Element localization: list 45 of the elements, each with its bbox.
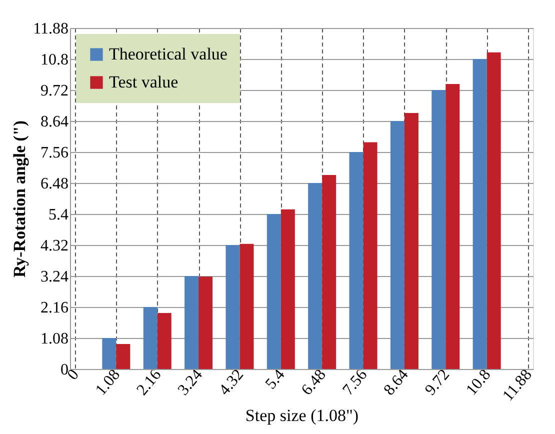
y-tick-label: 9.72	[40, 82, 68, 100]
y-tick-label: 6.48	[40, 176, 68, 192]
bar	[157, 313, 172, 369]
bar	[322, 174, 336, 369]
x-axis-title: Step size (1.08")	[245, 406, 359, 425]
bar	[404, 112, 418, 369]
bar	[226, 245, 240, 369]
x-tick-label: 1.08	[92, 366, 124, 399]
x-tick-label: 8.64	[380, 366, 412, 399]
bar	[116, 344, 130, 369]
bar	[102, 338, 116, 369]
y-tick-label: 2.16	[40, 300, 68, 316]
x-tick-label: 9.72	[422, 366, 454, 399]
y-tick-label: 7.56	[40, 144, 68, 162]
bar	[446, 84, 460, 369]
y-tick-label: 8.64	[40, 114, 68, 130]
y-tick-label: 11.88	[33, 20, 68, 38]
y-axis-title: Ry-Rotation angle (")	[10, 120, 30, 278]
bar	[198, 276, 213, 369]
x-tick-label: 7.56	[340, 366, 371, 399]
x-tick-label: 6.48	[298, 366, 330, 399]
bar	[280, 209, 295, 369]
x-tick-label: 3.24	[174, 366, 206, 399]
y-tick-label: 1.08	[40, 330, 68, 348]
bar	[390, 121, 404, 369]
bar	[472, 59, 487, 369]
bar	[184, 276, 199, 369]
y-tick-label: 4.32	[40, 238, 68, 254]
bar	[432, 90, 446, 369]
y-tick-label: 10.8	[40, 52, 68, 68]
bar	[240, 244, 254, 369]
bar	[143, 307, 158, 369]
y-tick-label: 3.24	[40, 268, 68, 286]
y-tick-label: 5.4	[48, 206, 68, 224]
legend-label: Test value	[109, 72, 178, 92]
bar	[486, 52, 501, 369]
x-tick-label: 2.16	[134, 366, 165, 399]
bar	[308, 183, 322, 369]
x-tick-label: 5.4	[262, 366, 288, 393]
bar	[349, 152, 364, 369]
bar	[266, 214, 281, 369]
x-tick-label: 4.32	[216, 366, 248, 399]
bar	[363, 142, 378, 369]
legend-label: Theoretical value	[109, 44, 228, 64]
x-tick-label: 10.8	[463, 366, 494, 399]
